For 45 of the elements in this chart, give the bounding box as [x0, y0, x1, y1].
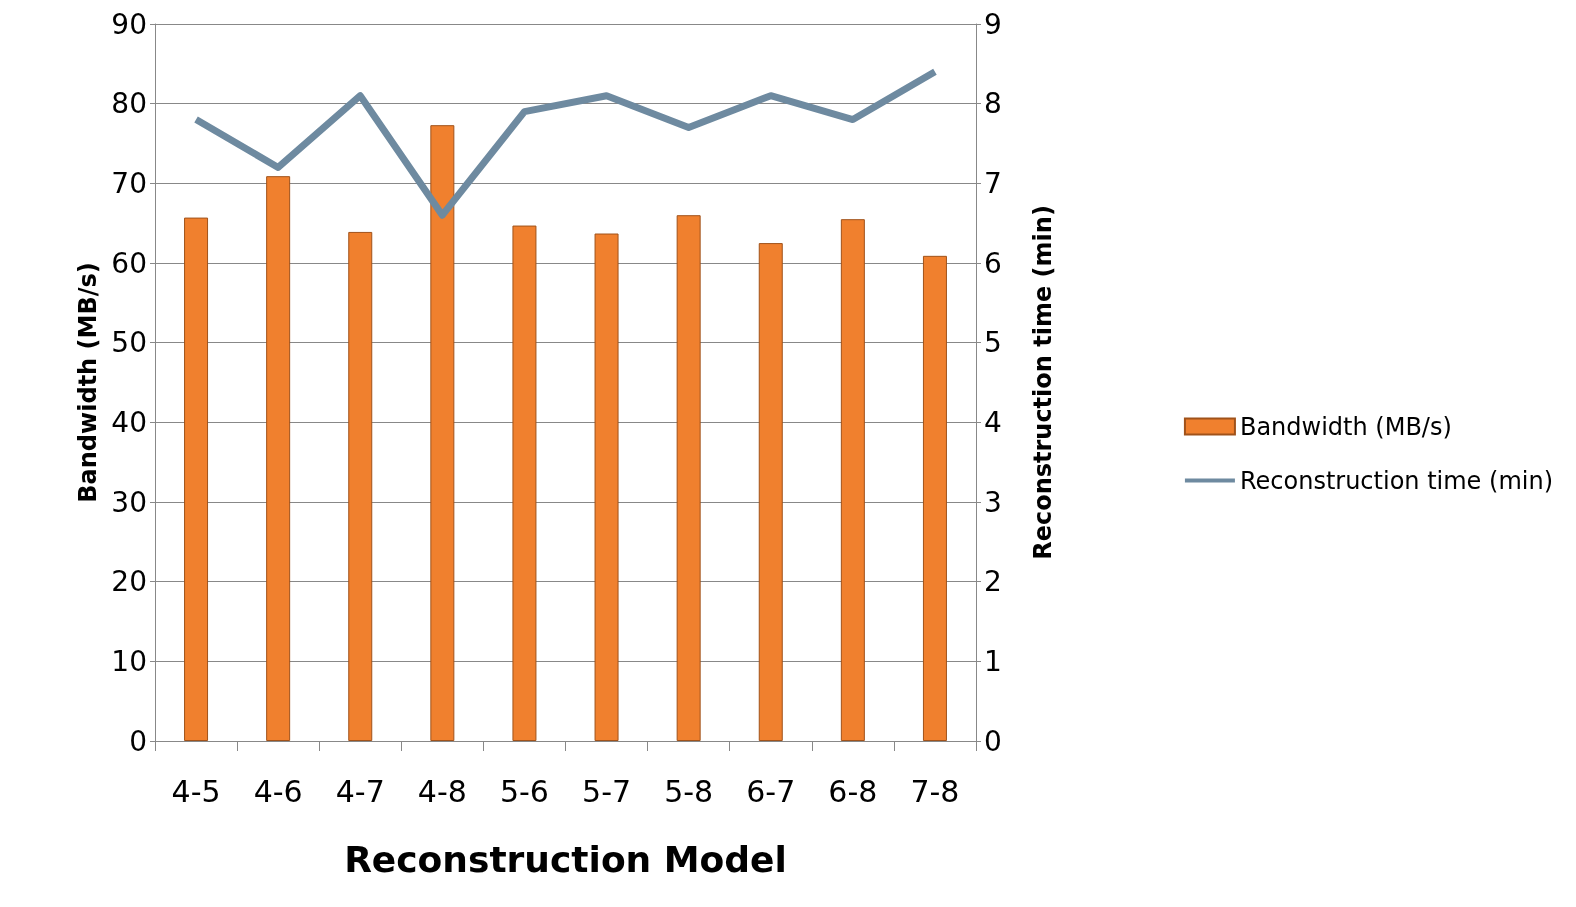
legend-label: Bandwidth (MB/s) — [1239, 412, 1452, 441]
bar — [512, 225, 537, 741]
y-tick-label: 90 — [111, 7, 147, 41]
y2-axis-title: Reconstruction time (min) — [1029, 205, 1057, 560]
x-tick-label: 4-5 — [171, 773, 221, 809]
x-tick-label: 7-8 — [910, 773, 960, 809]
x-tick-label: 6-8 — [828, 773, 878, 809]
x-tick-label: 5-7 — [582, 773, 632, 809]
y2-tick-label: 0 — [984, 724, 1002, 758]
x-tick-label: 4-7 — [335, 773, 385, 809]
bar — [184, 217, 209, 741]
y2-tick-label: 4 — [984, 405, 1002, 439]
x-tick-label: 5-6 — [499, 773, 549, 809]
y-tick-label: 70 — [111, 166, 147, 200]
y2-tick-label: 1 — [984, 644, 1002, 678]
bar — [594, 233, 619, 741]
y2-tick-label: 8 — [984, 87, 1002, 121]
y2-tick-label: 2 — [984, 565, 1002, 599]
y-tick-label: 80 — [111, 87, 147, 121]
y-tick-label: 60 — [111, 246, 147, 280]
bar — [922, 255, 947, 741]
y-tick-label: 40 — [111, 405, 147, 439]
bar — [676, 215, 701, 741]
x-tick-label: 5-8 — [664, 773, 714, 809]
bar — [348, 231, 373, 741]
bar — [430, 125, 455, 741]
y-tick-label: 10 — [111, 644, 147, 678]
x-tick-label: 4-8 — [417, 773, 467, 809]
y-tick-label: 0 — [129, 724, 147, 758]
y-tick-label: 50 — [111, 326, 147, 360]
x-tick-label: 6-7 — [746, 773, 796, 809]
y2-tick-label: 9 — [984, 7, 1002, 41]
y-tick-label: 30 — [111, 485, 147, 519]
y-tick-label: 20 — [111, 565, 147, 599]
x-axis-title: Reconstruction Model — [344, 838, 787, 880]
y2-tick-label: 5 — [984, 326, 1002, 360]
bar — [758, 243, 783, 741]
bar — [266, 176, 291, 741]
y2-tick-label: 3 — [984, 485, 1002, 519]
y-axis-title: Bandwidth (MB/s) — [74, 262, 102, 503]
y2-tick-label: 7 — [984, 166, 1002, 200]
bar — [840, 219, 865, 741]
legend-label: Reconstruction time (min) — [1239, 466, 1553, 495]
x-tick-label: 4-6 — [253, 773, 303, 809]
y2-tick-label: 6 — [984, 246, 1002, 280]
